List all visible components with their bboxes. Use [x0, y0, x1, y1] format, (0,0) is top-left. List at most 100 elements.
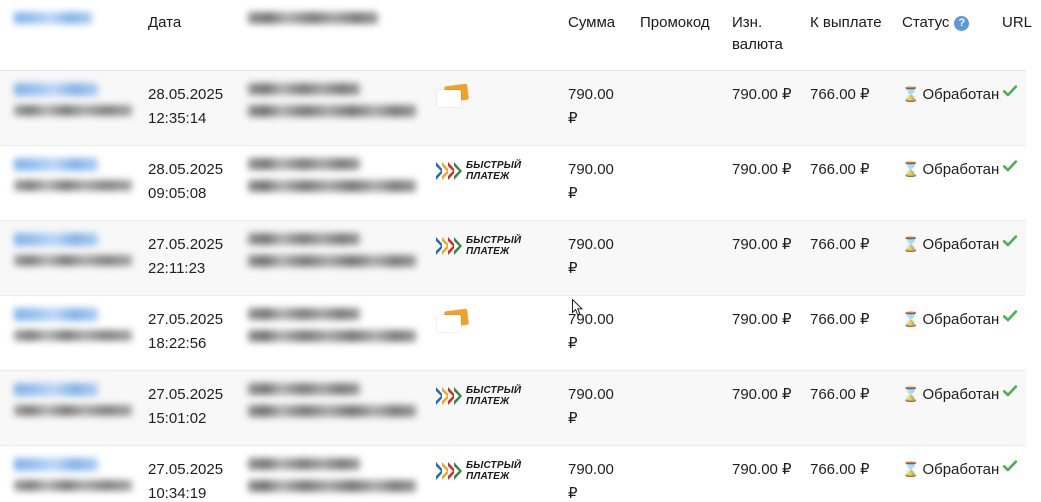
order-id-sub-redacted — [14, 329, 132, 341]
cell-sum: 790.00 ₽ — [560, 145, 632, 221]
row-date: 28.05.2025 — [148, 160, 224, 178]
cell-promo — [632, 145, 724, 221]
order-id-link-redacted[interactable] — [14, 82, 98, 96]
table-row[interactable]: 27.05.2025 10:34:19 БЫСТРЫЙ ПЛАТЕЖ 790.00 ₽7… — [0, 445, 1026, 502]
order-id-link-redacted[interactable] — [14, 307, 98, 321]
cell-date: 27.05.2025 18:22:56 — [140, 295, 240, 371]
sbp-logo-label: БЫСТРЫЙ ПЛАТЕЖ — [466, 459, 522, 482]
check-icon — [1002, 158, 1018, 174]
cell-client — [240, 70, 428, 146]
hourglass-icon: ⌛ — [902, 85, 920, 102]
cell-url[interactable] — [994, 145, 1026, 221]
cell-url[interactable] — [994, 295, 1026, 371]
row-time: 12:35:14 — [148, 109, 207, 127]
cell-url[interactable] — [994, 370, 1026, 446]
sbp-logo-label: БЫСТРЫЙ ПЛАТЕЖ — [466, 159, 522, 182]
cell-order-id[interactable] — [0, 145, 140, 221]
row-time: 22:11:23 — [148, 259, 206, 277]
cell-client — [240, 295, 428, 371]
order-id-link-redacted[interactable] — [14, 457, 98, 471]
cell-url[interactable] — [994, 445, 1026, 502]
cell-client — [240, 145, 428, 221]
order-id-sub-redacted — [14, 179, 132, 191]
order-id-sub-redacted — [14, 479, 132, 491]
column-header-payout[interactable]: К выплате — [802, 0, 894, 71]
cell-order-id[interactable] — [0, 70, 140, 146]
column-header-promo[interactable]: Промокод — [632, 0, 724, 71]
cell-promo — [632, 70, 724, 146]
cell-currency: 790.00 ₽ — [724, 70, 802, 146]
cell-status: ⌛ Обработан — [894, 145, 999, 221]
status-badge: Обработан — [922, 385, 1000, 403]
cell-order-id[interactable] — [0, 295, 140, 371]
order-id-link-redacted[interactable] — [14, 157, 98, 171]
cell-url[interactable] — [994, 220, 1026, 296]
table-row[interactable]: 28.05.2025 12:35:14 790.00 ₽790.00 ₽766.00… — [0, 70, 1026, 146]
row-time: 09:05:08 — [148, 184, 207, 202]
column-header-order-id[interactable] — [0, 0, 140, 71]
cell-payout: 766.00 ₽ — [802, 445, 894, 502]
row-time: 18:22:56 — [148, 334, 207, 352]
client-phone-redacted — [248, 307, 360, 320]
column-header-status[interactable]: Статус? — [894, 0, 994, 71]
cell-order-id[interactable] — [0, 220, 140, 296]
cell-sum: 790.00 ₽ — [560, 445, 632, 502]
table-row[interactable]: 27.05.2025 15:01:02 БЫСТРЫЙ ПЛАТЕЖ 790.00 ₽7… — [0, 370, 1026, 446]
status-badge: Обработан — [922, 235, 1000, 253]
column-header-currency[interactable]: Изн. валюта — [724, 0, 802, 71]
sbp-logo: БЫСТРЫЙ ПЛАТЕЖ — [436, 385, 552, 407]
cell-status: ⌛ Обработан — [894, 220, 999, 296]
cell-client — [240, 445, 428, 502]
cell-date: 27.05.2025 15:01:02 — [140, 370, 240, 446]
hourglass-icon: ⌛ — [902, 160, 920, 177]
check-icon — [1002, 458, 1018, 474]
order-id-link-redacted[interactable] — [14, 382, 98, 396]
order-id-sub-redacted — [14, 254, 132, 266]
table-row[interactable]: 27.05.2025 18:22:56 790.00 ₽790.00 ₽766.00… — [0, 295, 1026, 371]
cell-payout: 766.00 ₽ — [802, 220, 894, 296]
cell-currency: 790.00 ₽ — [724, 445, 802, 502]
cell-date: 28.05.2025 09:05:08 — [140, 145, 240, 221]
column-header-client[interactable] — [240, 0, 428, 71]
row-date: 27.05.2025 — [148, 385, 224, 403]
table-body: 28.05.2025 12:35:14 790.00 ₽790.00 ₽766.00… — [0, 70, 1026, 502]
table-row[interactable]: 27.05.2025 22:11:23 БЫСТРЫЙ ПЛАТЕЖ 790.00 ₽7… — [0, 220, 1026, 296]
row-time: 15:01:02 — [148, 409, 207, 427]
status-badge: Обработан — [922, 310, 1000, 328]
order-id-sub-redacted — [14, 104, 132, 116]
column-header-url[interactable]: URL — [994, 0, 1032, 71]
client-email-redacted — [248, 104, 416, 117]
hourglass-icon: ⌛ — [902, 385, 920, 402]
cell-payment-method: БЫСТРЫЙ ПЛАТЕЖ — [428, 445, 560, 502]
help-icon[interactable]: ? — [954, 16, 970, 31]
cell-order-id[interactable] — [0, 370, 140, 446]
cell-url[interactable] — [994, 70, 1026, 146]
column-header-date[interactable]: Дата — [140, 0, 240, 71]
column-header-currency-label: Изн. валюта — [732, 14, 783, 53]
cell-status: ⌛ Обработан — [894, 445, 999, 502]
status-badge: Обработан — [922, 160, 1000, 178]
column-header-url-label: URL — [1002, 14, 1033, 31]
cell-payment-method: БЫСТРЫЙ ПЛАТЕЖ — [428, 220, 560, 296]
check-icon — [1002, 233, 1018, 249]
cell-order-id[interactable] — [0, 445, 140, 502]
cell-payment-method — [428, 295, 560, 371]
cell-promo — [632, 445, 724, 502]
check-icon — [1002, 383, 1018, 399]
sbp-logo-label: БЫСТРЫЙ ПЛАТЕЖ — [466, 384, 522, 407]
table-row[interactable]: 28.05.2025 09:05:08 БЫСТРЫЙ ПЛАТЕЖ 790.00 ₽7… — [0, 145, 1026, 221]
cell-date: 28.05.2025 12:35:14 — [140, 70, 240, 146]
table-header: Дата Сумма Промокод Изн. валюта К выплат… — [0, 0, 1032, 71]
sbp-logo: БЫСТРЫЙ ПЛАТЕЖ — [436, 235, 552, 257]
column-header-sum[interactable]: Сумма — [560, 0, 632, 71]
row-time: 10:34:19 — [148, 484, 207, 502]
sbp-chevrons-icon — [436, 461, 462, 480]
order-id-link-redacted[interactable] — [14, 232, 98, 246]
cell-status: ⌛ Обработан — [894, 295, 999, 371]
cell-sum: 790.00 ₽ — [560, 370, 632, 446]
row-date: 27.05.2025 — [148, 235, 224, 253]
hourglass-icon: ⌛ — [902, 460, 920, 477]
client-phone-redacted — [248, 157, 360, 170]
sbp-logo: БЫСТРЫЙ ПЛАТЕЖ — [436, 460, 552, 482]
